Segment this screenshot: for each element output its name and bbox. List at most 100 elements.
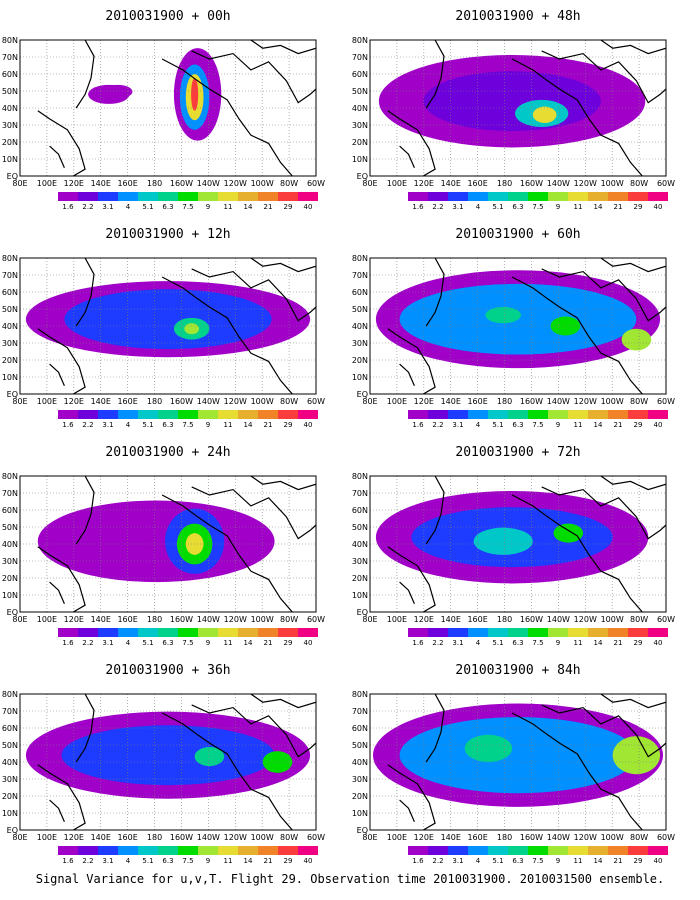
colorbar-swatch — [78, 628, 98, 637]
x-tick-label: 100W — [601, 615, 624, 624]
y-tick-label: 20N — [352, 356, 368, 365]
x-tick-label: 120E — [414, 179, 434, 188]
colorbar-label: 5.1 — [142, 857, 153, 865]
colorbar-swatch — [158, 846, 178, 855]
coastline — [387, 546, 436, 612]
colorbar-label: 1.6 — [412, 857, 424, 865]
y-tick-label: 10N — [352, 809, 368, 818]
colorbar-swatch — [628, 846, 648, 855]
colorbar-label: 4 — [126, 203, 131, 211]
y-tick-label: 20N — [2, 138, 18, 147]
x-tick-label: 140E — [91, 179, 111, 188]
x-tick-label: 80E — [12, 833, 27, 842]
coastline — [425, 40, 445, 109]
y-tick-label: 80N — [352, 254, 368, 263]
coastline — [49, 363, 65, 387]
variance-contour — [532, 106, 557, 123]
colorbar-swatch — [138, 410, 158, 419]
y-tick-label: 40N — [352, 322, 368, 331]
colorbar-swatch — [258, 628, 278, 637]
x-tick-label: 80W — [280, 179, 298, 188]
x-tick-label: 160E — [467, 615, 487, 624]
map-panel: 2010031900 + 00h 80E 100E 120E 140E 160E 180 16… — [2, 9, 325, 211]
x-tick-label: 140E — [441, 397, 461, 406]
x-tick-label: 80W — [280, 615, 298, 624]
x-tick-label: 160W — [170, 833, 193, 842]
y-tick-label: 70N — [2, 707, 18, 716]
colorbar-label: 6.3 — [162, 639, 173, 647]
colorbar-swatch — [218, 410, 238, 419]
y-tick-label: 10N — [2, 809, 18, 818]
colorbar-swatch — [118, 192, 138, 201]
colorbar-swatch — [258, 192, 278, 201]
variance-field — [20, 476, 316, 612]
variance-contour — [184, 323, 200, 335]
colorbar-label: 5.1 — [142, 639, 153, 647]
x-tick-label: 120E — [64, 833, 84, 842]
coastline — [600, 40, 666, 55]
colorbar-swatch — [98, 628, 118, 637]
colorbar-swatch — [408, 410, 428, 419]
y-tick-label: 80N — [352, 690, 368, 699]
colorbar-label: 4 — [126, 857, 131, 865]
panel-title: 2010031900 + 60h — [455, 227, 580, 242]
colorbar-swatch — [568, 410, 588, 419]
colorbar-swatch — [628, 628, 648, 637]
y-tick-label: 60N — [352, 506, 368, 515]
x-tick-label: 100W — [601, 397, 624, 406]
colorbar-label: 14 — [594, 421, 603, 429]
colorbar-swatch — [488, 628, 508, 637]
colorbar-label: 9 — [206, 639, 210, 647]
y-tick-label: 40N — [2, 540, 18, 549]
colorbar-label: 7.5 — [532, 857, 543, 865]
variance-contour — [61, 725, 275, 786]
colorbar-swatch — [548, 628, 568, 637]
colorbar-swatch — [118, 410, 138, 419]
colorbar-swatch — [648, 846, 668, 855]
y-tick-label: 20N — [352, 792, 368, 801]
y-tick-label: 20N — [2, 356, 18, 365]
colorbar-label: 3.1 — [102, 203, 113, 211]
colorbar-label: 1.6 — [412, 421, 424, 429]
x-tick-label: 160W — [520, 615, 543, 624]
x-tick-label: 100E — [387, 179, 407, 188]
colorbar-label: 11 — [574, 857, 583, 865]
x-tick-label: 120W — [574, 615, 597, 624]
variance-field — [370, 694, 666, 830]
x-tick-label: 160W — [520, 833, 543, 842]
colorbar-label: 11 — [574, 421, 583, 429]
y-tick-label: 60N — [352, 724, 368, 733]
colorbar-swatch — [238, 192, 258, 201]
colorbar-label: 29 — [634, 203, 643, 211]
colorbar-swatch — [298, 410, 318, 419]
colorbar-swatch — [218, 846, 238, 855]
colorbar-swatch — [648, 410, 668, 419]
x-tick-label: 160W — [170, 397, 193, 406]
map-panel: 2010031900 + 72h 80E 100E 120E 140E 160E 180 16… — [352, 445, 675, 647]
variance-field — [370, 476, 666, 612]
colorbar-swatch — [158, 628, 178, 637]
colorbar-swatch — [98, 846, 118, 855]
x-tick-label: 140W — [547, 615, 570, 624]
colorbar-swatch — [408, 192, 428, 201]
y-tick-label: 40N — [352, 104, 368, 113]
colorbar-swatch — [238, 410, 258, 419]
y-tick-label: 70N — [352, 489, 368, 498]
coastline — [37, 328, 86, 394]
colorbar-swatch — [408, 846, 428, 855]
colorbar-label: 5.1 — [492, 421, 503, 429]
x-tick-label: 100W — [251, 833, 274, 842]
colorbar-swatch — [488, 192, 508, 201]
colorbar-label: 29 — [284, 639, 293, 647]
y-tick-label: 80N — [352, 36, 368, 45]
colorbar-swatch — [548, 192, 568, 201]
colorbar-swatch — [298, 192, 318, 201]
panel-title: 2010031900 + 36h — [105, 663, 230, 678]
y-tick-label: 40N — [2, 104, 18, 113]
x-tick-label: 60W — [657, 615, 675, 624]
x-tick-label: 100E — [387, 397, 407, 406]
x-tick-label: 120E — [414, 615, 434, 624]
colorbar-swatch — [138, 192, 158, 201]
y-tick-label: EQ — [7, 608, 18, 617]
colorbar-label: 6.3 — [512, 421, 523, 429]
